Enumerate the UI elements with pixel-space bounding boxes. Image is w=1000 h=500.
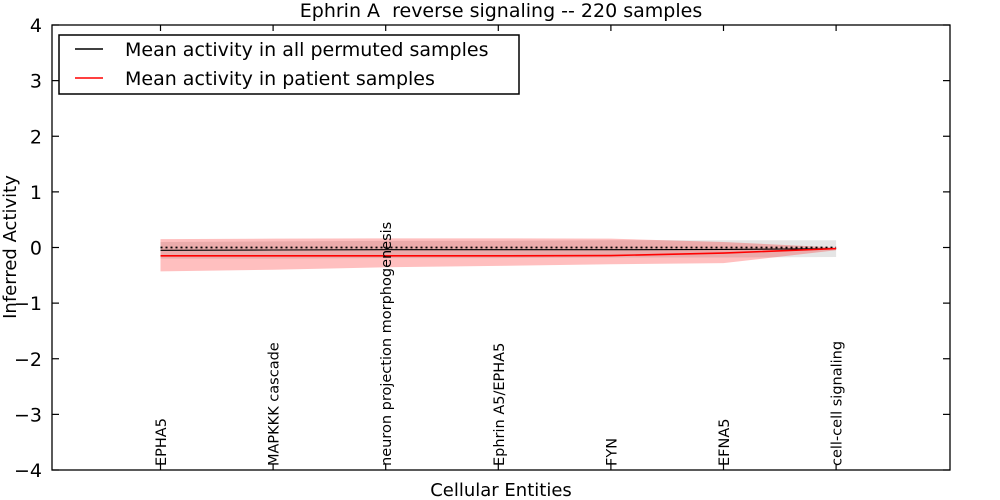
x-tick-label: MAPKKK cascade xyxy=(267,342,283,466)
y-tick-label: 3 xyxy=(30,71,42,93)
legend-box xyxy=(58,34,520,95)
x-axis-label: Cellular Entities xyxy=(430,480,572,500)
x-tick-label: neuron projection morphogenesis xyxy=(379,222,395,466)
patient-mean-line xyxy=(160,247,837,257)
plot-frame xyxy=(51,24,951,471)
y-tick-label: 2 xyxy=(30,126,42,148)
chart-title: Ephrin A reverse signaling -- 220 sample… xyxy=(300,0,702,22)
y-tick-label: −4 xyxy=(14,460,42,482)
plot-layer: EPHA5 MAPKKK cascade neuron projection mor… xyxy=(14,15,950,482)
x-tick-label: EFNA5 xyxy=(717,419,733,467)
y-tick-label: −1 xyxy=(14,293,42,315)
permuted-mean-line xyxy=(160,248,837,251)
x-tick-label: FYN xyxy=(604,438,620,466)
x-tick-label: Ephrin A5/EPHA5 xyxy=(492,343,508,466)
x-tick-label: cell-cell signaling xyxy=(830,341,846,466)
y-tick-label: −3 xyxy=(14,404,42,426)
legend-label-patient: Mean activity in patient samples xyxy=(125,68,435,90)
x-tick-label: EPHA5 xyxy=(154,418,170,466)
patient-band xyxy=(160,238,837,272)
y-tick-label: 4 xyxy=(30,15,42,37)
y-tick-label: 0 xyxy=(30,238,42,260)
y-tick-label: −2 xyxy=(14,349,42,371)
y-tick-label: 1 xyxy=(30,182,42,204)
y-axis-label: Inferred Activity xyxy=(0,175,21,319)
legend: Mean activity in all permuted samples Me… xyxy=(58,34,520,95)
legend-label-permuted: Mean activity in all permuted samples xyxy=(125,39,488,61)
